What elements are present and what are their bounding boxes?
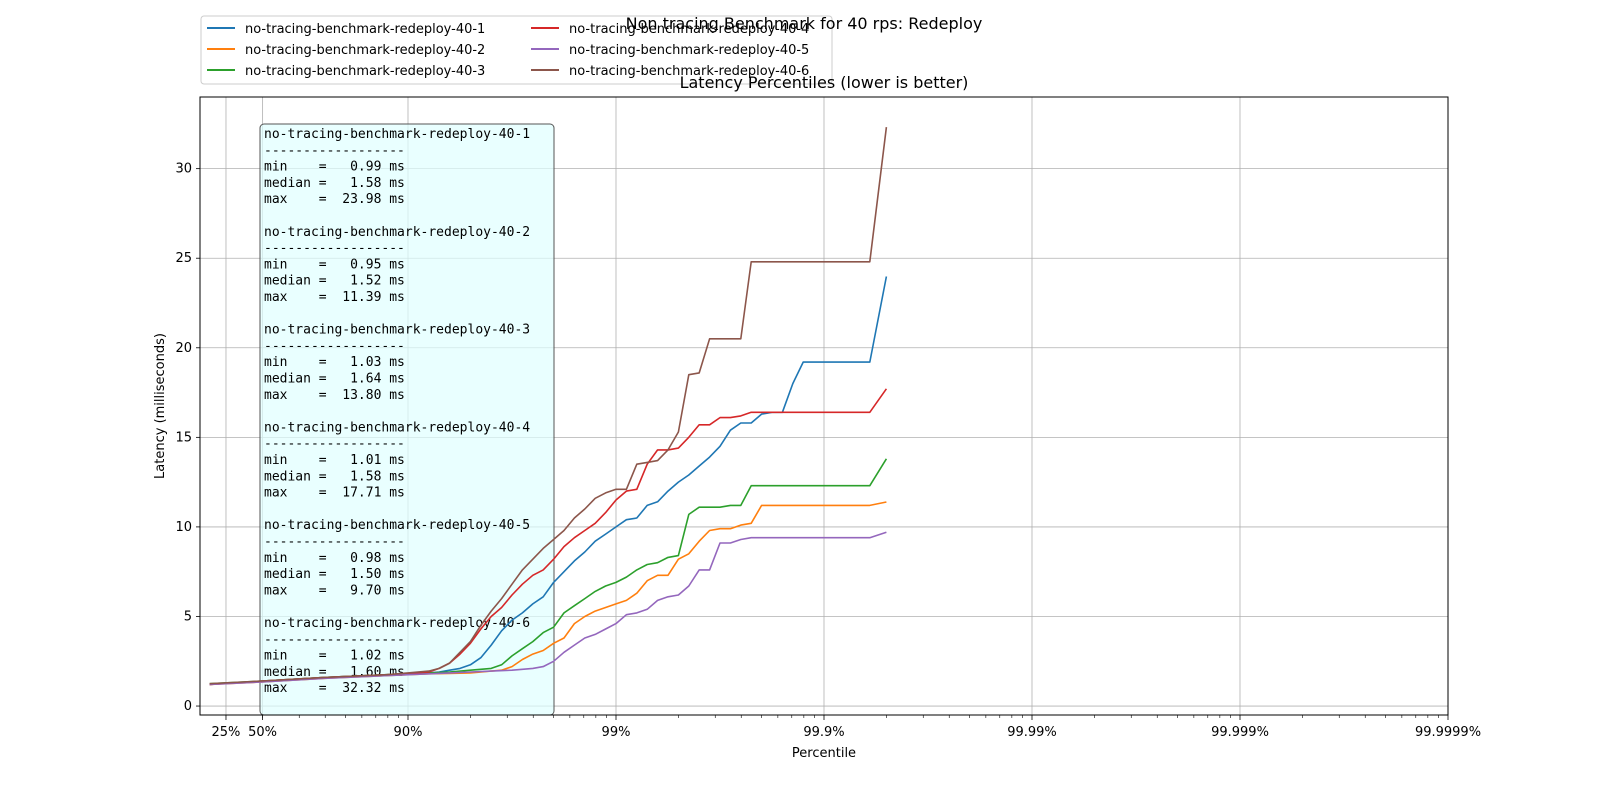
stats-name-text: no-tracing-benchmark-redeploy-40-5 — [264, 518, 530, 533]
x-axis-label: Percentile — [792, 746, 856, 761]
legend-label-4: no-tracing-benchmark-redeploy-40-4 — [569, 22, 809, 37]
stats-median-text: median = 1.58 ms — [264, 176, 405, 191]
stats-box: no-tracing-benchmark-redeploy-40-1------… — [259, 123, 555, 716]
legend-label-3: no-tracing-benchmark-redeploy-40-3 — [245, 64, 485, 79]
legend-label-2: no-tracing-benchmark-redeploy-40-2 — [245, 43, 485, 58]
stats-separator-text: ------------------ — [264, 632, 405, 647]
stats-separator-text: ------------------ — [264, 143, 405, 158]
legend: no-tracing-benchmark-redeploy-40-1 no-tra… — [200, 15, 833, 85]
stats-max-text: max = 23.98 ms — [264, 192, 405, 207]
x-tick-label: 99.9999% — [1415, 725, 1481, 740]
chart-subtitle: Latency Percentiles (lower is better) — [680, 73, 969, 92]
legend-label-5: no-tracing-benchmark-redeploy-40-5 — [569, 43, 809, 58]
stats-name-text: no-tracing-benchmark-redeploy-40-3 — [264, 323, 530, 338]
y-tick-label: 30 — [175, 162, 192, 177]
stats-median-text: median = 1.52 ms — [264, 274, 405, 289]
y-tick-label: 10 — [175, 520, 192, 535]
stats-name-text: no-tracing-benchmark-redeploy-40-4 — [264, 420, 530, 435]
y-tick-label: 25 — [175, 251, 192, 266]
y-tick-label: 15 — [175, 430, 192, 445]
x-tick-label: 99.999% — [1211, 725, 1269, 740]
stats-max-text: max = 32.32 ms — [264, 681, 405, 696]
stats-min-text: min = 0.98 ms — [264, 551, 405, 566]
stats-median-text: median = 1.64 ms — [264, 372, 405, 387]
y-axis-label: Latency (milliseconds) — [153, 333, 168, 479]
stats-max-text: max = 13.80 ms — [264, 388, 405, 403]
y-tick-label: 0 — [184, 699, 192, 714]
legend-frame — [200, 15, 833, 85]
stats-median-text: median = 1.58 ms — [264, 469, 405, 484]
series-line-5 — [209, 531, 887, 686]
stats-median-text: median = 1.50 ms — [264, 567, 405, 582]
y-tick-label: 5 — [184, 609, 192, 624]
stats-min-text: min = 1.01 ms — [264, 453, 405, 468]
y-tick-label: 20 — [175, 341, 192, 356]
series-line-3 — [209, 458, 888, 685]
x-tick-label: 90% — [394, 725, 423, 740]
stats-min-text: min = 0.95 ms — [264, 257, 405, 272]
stats-separator-text: ------------------ — [264, 241, 405, 256]
stats-separator-text: ------------------ — [264, 535, 405, 550]
series-line-4 — [209, 388, 888, 686]
series-lines — [209, 127, 888, 686]
x-tick-label: 99.9% — [803, 725, 844, 740]
stats-max-text: max = 9.70 ms — [264, 583, 405, 598]
stats-min-text: min = 1.03 ms — [264, 355, 405, 370]
legend-label-1: no-tracing-benchmark-redeploy-40-1 — [245, 22, 485, 37]
x-tick-label: 99.99% — [1007, 725, 1057, 740]
x-tick-label: 50% — [248, 725, 277, 740]
series-line-6 — [209, 127, 888, 685]
stats-separator-text: ------------------ — [264, 437, 405, 452]
chart-title: Non tracing Benchmark for 40 rps: Redepl… — [626, 14, 983, 33]
stats-min-text: min = 0.99 ms — [264, 160, 405, 175]
stats-max-text: max = 11.39 ms — [264, 290, 405, 305]
stats-name-text: no-tracing-benchmark-redeploy-40-6 — [264, 616, 530, 631]
stats-min-text: min = 1.02 ms — [264, 649, 405, 664]
stats-name-text: no-tracing-benchmark-redeploy-40-1 — [264, 127, 530, 142]
x-tick-label: 25% — [212, 725, 241, 740]
stats-separator-text: ------------------ — [264, 339, 405, 354]
stats-name-text: no-tracing-benchmark-redeploy-40-2 — [264, 225, 530, 240]
axes: 0 5 10 15 20 25 30 25% 50% 90% 99% 99.9% 99.99% 99.99… — [175, 162, 1481, 740]
stats-max-text: max = 17.71 ms — [264, 486, 405, 501]
legend-label-6: no-tracing-benchmark-redeploy-40-6 — [569, 64, 809, 79]
x-tick-label: 99% — [602, 725, 631, 740]
